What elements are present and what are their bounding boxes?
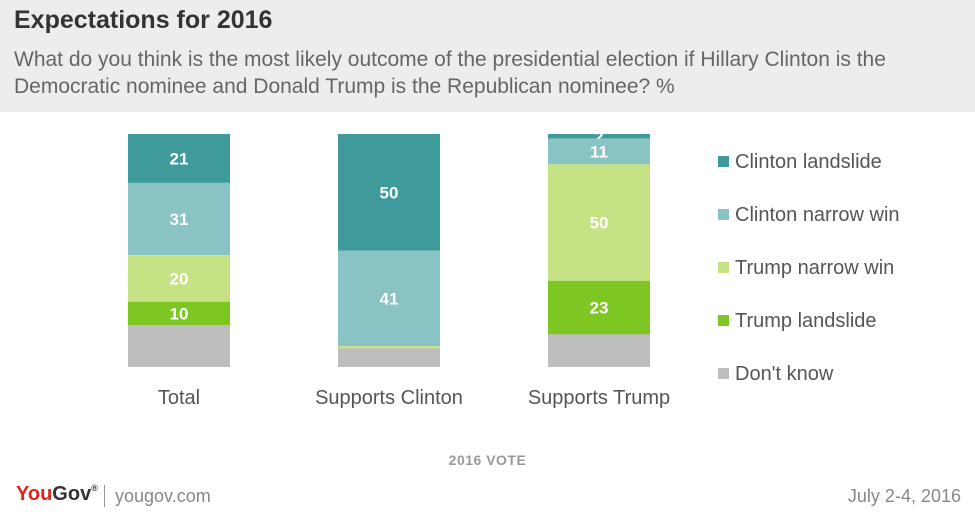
logo-registered-mark: ®: [91, 483, 98, 493]
bar-segment: [128, 134, 230, 183]
data-label: 41: [380, 289, 399, 308]
data-label: 21: [170, 149, 189, 168]
legend-swatch: [718, 315, 729, 326]
category-label: Total: [158, 387, 200, 409]
data-label: 31: [170, 210, 189, 229]
legend-swatch: [718, 262, 729, 273]
data-label: 50: [590, 214, 609, 233]
legend-label: Don't know: [735, 363, 834, 385]
legend-label: Clinton narrow win: [735, 204, 900, 226]
data-label: 23: [590, 299, 609, 318]
bar-segment: [338, 134, 440, 251]
category-label: Supports Clinton: [315, 387, 463, 409]
yougov-logo[interactable]: YouGov®: [16, 483, 98, 506]
bar-segment: [128, 325, 230, 367]
data-label: 20: [170, 269, 189, 288]
logo-gov-text: Gov: [52, 483, 92, 505]
legend-swatch: [718, 156, 729, 167]
legend-label: Trump landslide: [735, 310, 877, 332]
bar-segment: [338, 346, 440, 349]
bar-segment: [338, 250, 440, 347]
footer-divider: [104, 485, 105, 507]
data-label: 10: [170, 304, 189, 323]
bar-segment: [548, 334, 650, 367]
bar-segment: [128, 255, 230, 302]
category-label: Supports Trump: [528, 387, 670, 409]
stacked-bar-chart: 21 31 20 10 Total 50 41 Supports Clinton 211 50 23…: [128, 127, 670, 409]
bar-segment: [548, 138, 650, 165]
legend-label: Clinton landslide: [735, 151, 882, 173]
legend-swatch: [718, 209, 729, 220]
legend-swatch: [718, 368, 729, 379]
x-axis-title: 2016 VOTE: [448, 452, 527, 468]
site-link[interactable]: yougov.com: [115, 486, 211, 506]
data-label: 50: [380, 183, 399, 202]
chart-subtitle: What do you think is the most likely out…: [14, 48, 886, 98]
survey-date: July 2-4, 2016: [847, 486, 961, 506]
legend-label: Trump narrow win: [735, 257, 895, 279]
data-label: 2: [594, 127, 603, 146]
bar-segment: [128, 301, 230, 326]
bar-segment: [548, 280, 650, 335]
header: Expectations for 2016 What do you think …: [0, 0, 975, 112]
bar-segment: [338, 348, 440, 367]
bar-segment: [128, 182, 230, 256]
chart-title: Expectations for 2016: [14, 6, 273, 34]
bar-segment: [548, 164, 650, 281]
bar-segment: [548, 134, 650, 139]
logo-you-text: You: [16, 483, 53, 505]
data-label: 11: [590, 142, 608, 161]
